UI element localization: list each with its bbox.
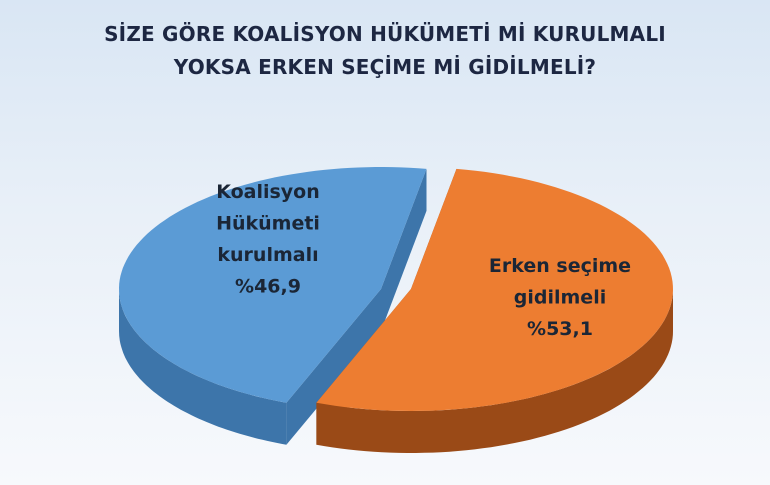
slice-label-erken-secim-line-1: Erken seçime <box>489 255 631 277</box>
pie-slice-erken-secim <box>316 168 673 411</box>
pie-slice-cut-face <box>286 289 381 445</box>
pie-slice-side-wall <box>119 289 287 445</box>
slice-label-erken-secim-line-3: %53,1 <box>527 318 593 340</box>
pie-slice-cut-face <box>381 168 427 331</box>
slice-label-koalisyon-line-3: kurulmalı <box>217 244 318 266</box>
slice-label-koalisyon-line-2: Hükümeti <box>216 213 320 235</box>
chart-title-line-1: SİZE GÖRE KOALİSYON HÜKÜMETİ Mİ KURULMAL… <box>104 22 666 46</box>
pie-slice-side-wall <box>316 289 673 453</box>
chart-title: SİZE GÖRE KOALİSYON HÜKÜMETİ Mİ KURULMAL… <box>0 18 770 84</box>
slice-label-koalisyon-line-4: %46,9 <box>235 276 301 298</box>
slice-label-koalisyon-line-1: Koalisyon <box>216 181 320 203</box>
chart-title-line-2: YOKSA ERKEN SEÇİME Mİ GİDİLMELİ? <box>173 55 597 79</box>
pie-slice-koalisyon <box>119 167 427 403</box>
slice-label-erken-secim-line-2: gidilmeli <box>514 287 606 309</box>
